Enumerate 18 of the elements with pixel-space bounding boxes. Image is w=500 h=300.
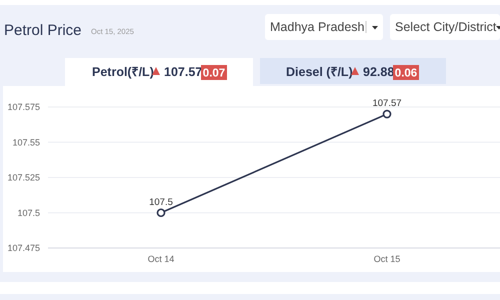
text: Petrol(₹/L) [92,65,154,79]
y-tick-label: 107.475 [7,243,40,254]
chart-title: Petrol Price [4,22,82,39]
x-tick-label: Oct 14 [148,254,174,264]
data-label: 107.5 [149,196,173,208]
data-label: 107.57 [372,98,402,110]
y-tick-label: 107.525 [7,172,40,183]
text: 0.06 [394,68,418,80]
x-tick-label: Oct 15 [374,254,400,264]
text: Madhya Pradesh [270,20,365,34]
y-tick-label: 107.55 [12,137,40,148]
text: 0.07 [202,68,226,80]
text: Diesel (₹/L) [286,65,353,79]
text: 107.57 [164,65,202,79]
text: Select City/District [395,20,497,34]
text: 92.88 [363,65,394,79]
y-tick-label: 107.575 [7,102,40,112]
y-tick-label: 107.5 [17,208,40,218]
